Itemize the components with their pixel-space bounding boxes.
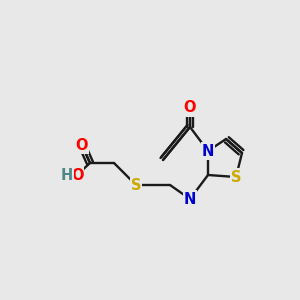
Text: O: O <box>184 100 196 116</box>
Text: O: O <box>71 167 83 182</box>
Text: S: S <box>131 178 141 193</box>
Text: N: N <box>184 191 196 206</box>
Text: H: H <box>61 167 73 182</box>
Text: O: O <box>76 137 88 152</box>
Text: N: N <box>202 143 214 158</box>
Text: S: S <box>231 169 241 184</box>
